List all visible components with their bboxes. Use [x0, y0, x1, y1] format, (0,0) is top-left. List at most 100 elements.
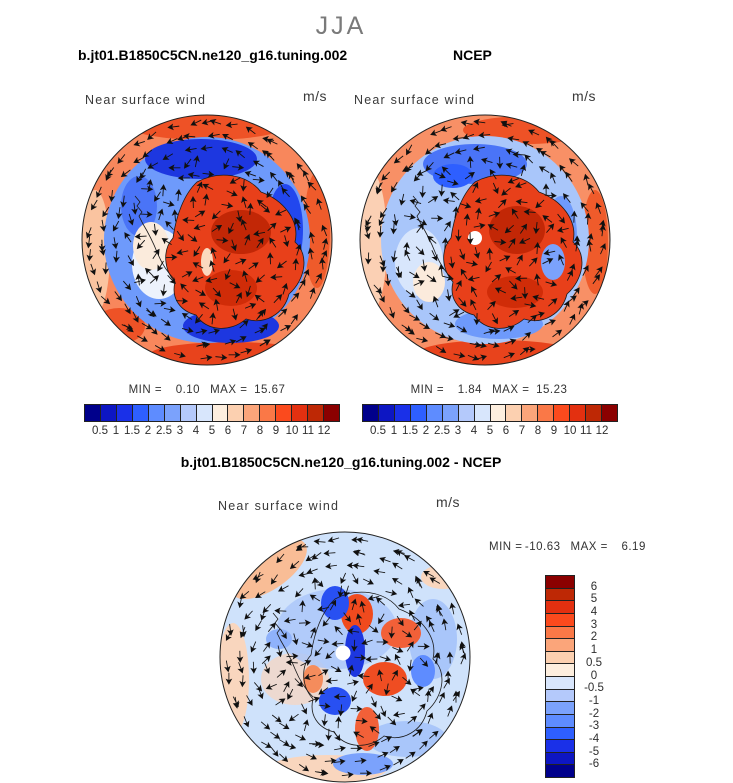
- colorbar-tick-label: 7: [518, 425, 526, 437]
- colorbar-tick-label: 1.5: [402, 425, 418, 437]
- colorbar-segment: [546, 601, 574, 614]
- colorbar-segment: [570, 405, 587, 421]
- colorbar-segment: [164, 405, 181, 421]
- colorbar-segment: [426, 405, 443, 421]
- colorbar-segment: [490, 405, 507, 421]
- coastline: [134, 174, 305, 329]
- colorbar-segment: [546, 765, 574, 777]
- model-wind-map: [81, 114, 333, 366]
- colorbar-segment: [546, 752, 574, 766]
- max-value: 15.67: [254, 384, 286, 396]
- colorbar-segment: [363, 405, 379, 421]
- colorbar-tick-labels: 0.5 1 1.5 2 2.5 3 4 5 6 7 8 9 10 11 12: [84, 425, 340, 439]
- season-title: JJA: [315, 12, 367, 40]
- colorbar-tick-label: -1: [588, 694, 600, 707]
- colorbar-tick-label: 6: [224, 425, 232, 437]
- colorbar-segment: [276, 405, 293, 421]
- colorbar-tick-label: 5: [486, 425, 494, 437]
- colorbar-tick-label: 3: [176, 425, 184, 437]
- colorbar-segment: [132, 405, 149, 421]
- colorbar-segment: [546, 740, 574, 753]
- max-prefix: MAX =: [570, 541, 608, 553]
- min-value: 1.84: [457, 384, 483, 396]
- colorbar-tick-label: -6: [588, 758, 600, 771]
- coastline: [412, 174, 583, 329]
- colorbar-tick-label: 1.5: [124, 425, 140, 437]
- model-panel-title: b.jt01.B1850C5CN.ne120_g16.tuning.002: [78, 47, 348, 63]
- colorbar-segment: [506, 405, 523, 421]
- colorbar-tick-label: 7: [240, 425, 248, 437]
- max-prefix: MAX =: [210, 384, 248, 396]
- colorbar-segment: [546, 626, 574, 640]
- colorbar-tick-label: 2.5: [434, 425, 450, 437]
- colorbar-tick-label: 4: [590, 606, 598, 619]
- diff-units-label: m/s: [436, 494, 461, 510]
- model-minmax: MIN = 0.10 MAX = 15.67: [129, 384, 286, 396]
- min-prefix: MIN =: [489, 541, 523, 553]
- diff-panel-title: b.jt01.B1850C5CN.ne120_g16.tuning.002 - …: [180, 454, 502, 470]
- colorbar-segment: [546, 714, 574, 728]
- obs-speed-colorbar: 0.5 1 1.5 2 2.5 3 4 5 6 7 8 9 10 11 12: [362, 404, 618, 439]
- obs-units-label: m/s: [572, 88, 597, 104]
- wind-vectors-layer: [85, 118, 329, 362]
- colorbar-segment: [602, 405, 617, 421]
- map-boundary-circle: [359, 114, 611, 366]
- diff-minmax: MIN = -10.63 MAX = 6.19: [489, 541, 646, 553]
- colorbar-tick-label: 0.5: [370, 425, 386, 437]
- colorbar-tick-label: 9: [272, 425, 280, 437]
- colorbar-tick-label: 0.5: [586, 656, 602, 669]
- colorbar-tick-label: -3: [588, 720, 600, 733]
- colorbar-tick-label: 3: [454, 425, 462, 437]
- max-value: 6.19: [621, 541, 646, 553]
- colorbar-tick-label: 2: [144, 425, 152, 437]
- min-value: 0.10: [175, 384, 201, 396]
- colorbar-segment: [148, 405, 165, 421]
- colorbar-segment: [474, 405, 491, 421]
- min-value: -10.63: [524, 541, 561, 553]
- colorbar-segment: [378, 405, 395, 421]
- colorbar-segment: [546, 727, 574, 741]
- min-prefix: MIN =: [410, 384, 445, 396]
- map-boundary-circle: [81, 114, 333, 366]
- colorbar-tick-label: 2: [422, 425, 430, 437]
- colorbar-tick-label: 6: [502, 425, 510, 437]
- colorbar-segment: [546, 576, 574, 589]
- colorbar-segment: [546, 677, 574, 690]
- colorbar-tick-labels: 6 5 4 3 2 1 0.5 0 -0.5 -1 -2 -3 -4 -5 -6: [579, 575, 609, 778]
- obs-minmax: MIN = 1.84 MAX = 15.23: [411, 384, 568, 396]
- colorbar-tick-label: 12: [595, 425, 609, 437]
- colorbar-segment: [546, 702, 574, 715]
- colorbar-tick-label: -2: [588, 707, 600, 720]
- colorbar-tick-label: 1: [590, 644, 598, 657]
- colorbar-segment: [228, 405, 245, 421]
- colorbar-segment: [324, 405, 339, 421]
- colorbar-tick-labels: 0.5 1 1.5 2 2.5 3 4 5 6 7 8 9 10 11 12: [362, 425, 618, 439]
- colorbar-tick-label: 0.5: [92, 425, 108, 437]
- colorbar-segment: [260, 405, 277, 421]
- colorbar-segment: [180, 405, 197, 421]
- colorbar-segment: [410, 405, 427, 421]
- colorbar-segment: [100, 405, 117, 421]
- obs-panel-title: NCEP: [453, 47, 492, 63]
- colorbar-tick-label: 11: [580, 425, 592, 437]
- colorbar-segment: [244, 405, 261, 421]
- colorbar-segment: [546, 613, 574, 627]
- colorbar-segment: [196, 405, 213, 421]
- wind-vectors-layer: [364, 118, 607, 362]
- colorbar-tick-label: -4: [588, 732, 600, 745]
- colorbar-tick-label: 3: [590, 618, 598, 631]
- colorbar-segment: [522, 405, 539, 421]
- colorbar-segment: [546, 651, 574, 665]
- colorbar-segments: [84, 404, 340, 422]
- colorbar-tick-label: 11: [302, 425, 314, 437]
- model-units-label: m/s: [303, 88, 328, 104]
- colorbar-segment: [546, 689, 574, 703]
- colorbar-tick-label: 10: [563, 425, 577, 437]
- colorbar-tick-label: 5: [208, 425, 216, 437]
- wind-vectors-layer: [224, 536, 467, 779]
- diff-wind-map: [219, 531, 471, 783]
- colorbar-segment: [458, 405, 475, 421]
- colorbar-segment: [546, 588, 574, 602]
- colorbar-tick-label: 1: [390, 425, 398, 437]
- colorbar-tick-label: 10: [285, 425, 299, 437]
